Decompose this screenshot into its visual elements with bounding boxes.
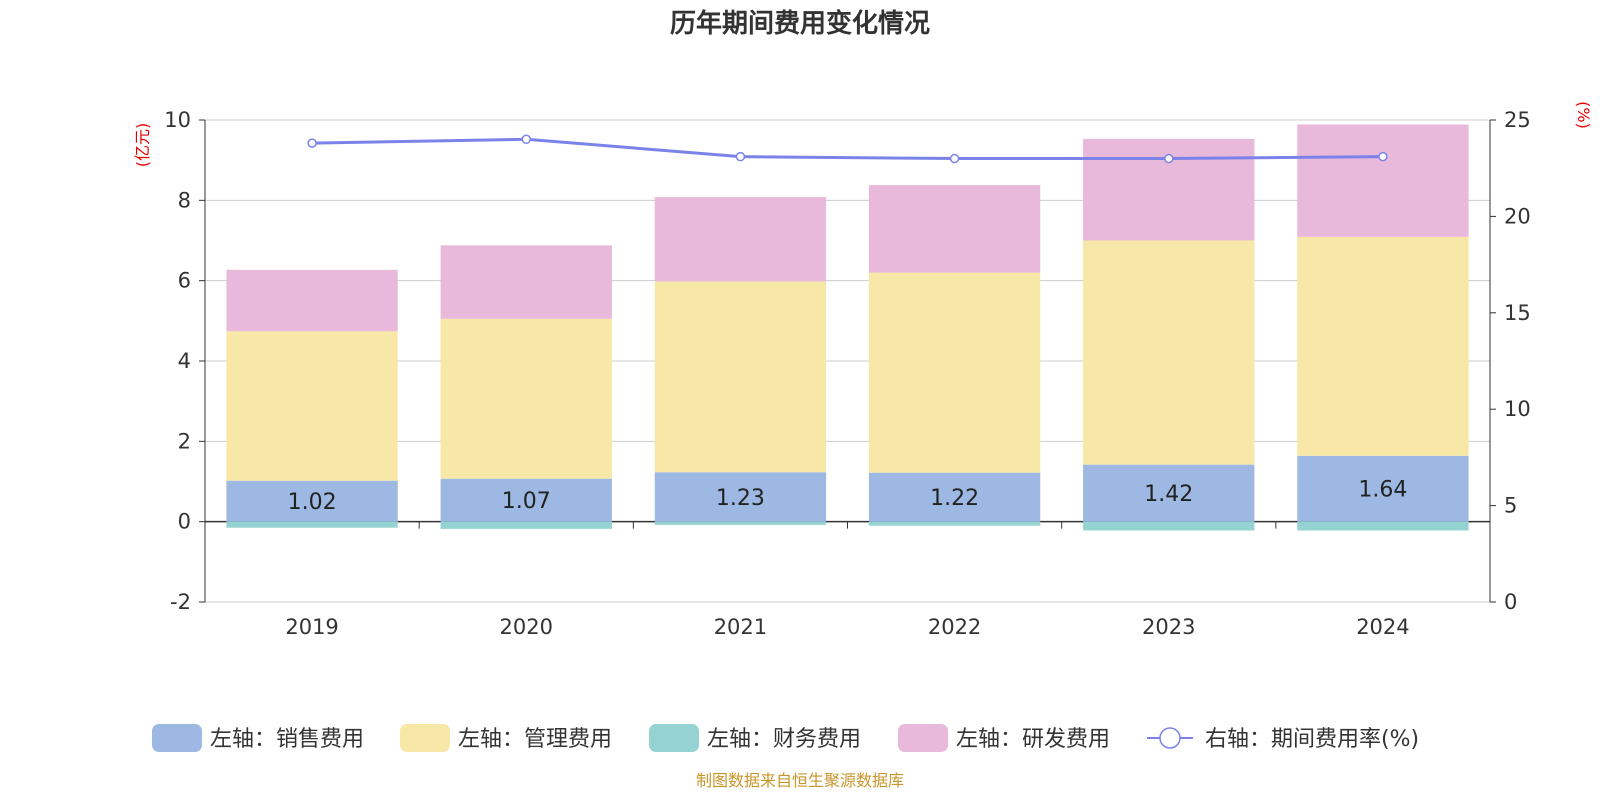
legend-swatch <box>898 724 948 752</box>
left-tick-label: 0 <box>178 510 191 534</box>
bars <box>226 124 1469 531</box>
legend-swatch <box>649 724 699 752</box>
bar-segment <box>226 331 398 481</box>
bar-segment <box>868 185 1041 273</box>
bar-segment <box>868 521 1041 526</box>
data-labels: 1.02 1.07 1.23 1.22 1.42 1.64 <box>288 478 1408 515</box>
legend-label: 左轴：研发费用 <box>956 727 1110 752</box>
rate-line-point <box>307 138 317 148</box>
bar-segment <box>226 480 398 522</box>
bar-segment <box>440 318 612 479</box>
rate-line-point <box>949 153 960 164</box>
left-tick-label: 6 <box>178 269 191 293</box>
bar-segment <box>1297 124 1469 237</box>
bar-segment <box>654 521 827 525</box>
rate-line-path <box>312 137 1383 161</box>
bar-segment <box>1297 521 1469 531</box>
axes: -2 0 2 4 6 8 10 0 5 10 15 20 25 2019 2020 2021 2022 2023 2… <box>164 108 1530 639</box>
legend-swatch <box>152 724 202 752</box>
left-tick-label: 2 <box>178 429 191 453</box>
category-label: 2019 <box>285 615 338 639</box>
bar-segment <box>868 472 1041 522</box>
bar-value-label: 1.02 <box>288 490 337 515</box>
category-label: 2021 <box>714 615 767 639</box>
rate-line-point <box>1378 151 1388 162</box>
right-tick-label: 10 <box>1504 397 1531 421</box>
bar-segment <box>440 245 612 319</box>
rate-line-point <box>521 134 531 145</box>
bar-segment <box>1297 236 1469 456</box>
right-tick-label: 5 <box>1504 494 1517 518</box>
bar-segment <box>654 281 827 473</box>
bar-segment <box>1083 240 1255 465</box>
category-label: 2023 <box>1142 615 1195 639</box>
category-label: 2020 <box>500 615 553 639</box>
bar-value-label: 1.23 <box>716 486 765 511</box>
legend-label: 右轴：期间费用率(%) <box>1205 727 1419 752</box>
legend-label: 左轴：管理费用 <box>458 727 612 752</box>
bar-segment <box>868 272 1041 473</box>
rate-line-point <box>1164 153 1174 164</box>
data-source: 制图数据来自恒生聚源数据库 <box>696 771 904 790</box>
left-axis-unit: (亿元) <box>133 123 152 168</box>
bar-segment <box>226 269 398 332</box>
right-tick-label: 15 <box>1504 301 1531 325</box>
bar-segment <box>1083 464 1255 522</box>
bar-segment <box>440 521 612 529</box>
right-axis-unit: (%) <box>1574 101 1593 129</box>
legend-swatch <box>400 724 450 752</box>
left-tick-label: 10 <box>164 108 191 132</box>
legend: 左轴：销售费用 左轴：管理费用 左轴：财务费用 左轴：研发费用 右轴：期间费用率(%) <box>152 724 1419 752</box>
right-tick-label: 20 <box>1504 204 1531 228</box>
left-tick-label: 8 <box>178 188 191 212</box>
legend-label: 左轴：财务费用 <box>707 727 861 752</box>
bar-segment <box>1083 521 1255 531</box>
bar-segment <box>654 472 827 522</box>
bar-segment <box>1297 455 1469 522</box>
bar-segment <box>654 197 827 282</box>
category-label: 2024 <box>1356 615 1409 639</box>
bar-value-label: 1.22 <box>930 486 979 511</box>
category-label: 2022 <box>928 615 981 639</box>
bar-value-label: 1.64 <box>1358 478 1407 503</box>
rate-line <box>307 134 1388 164</box>
bar-segment <box>440 478 612 522</box>
right-tick-label: 25 <box>1504 108 1531 132</box>
legend-swatch-marker <box>1159 727 1181 749</box>
right-tick-label: 0 <box>1504 590 1517 614</box>
left-tick-label: 4 <box>178 349 191 373</box>
bar-segment <box>226 521 398 528</box>
chart-title: 历年期间费用变化情况 <box>670 8 930 39</box>
bar-value-label: 1.42 <box>1144 482 1193 507</box>
legend-label: 左轴：销售费用 <box>210 727 364 752</box>
left-tick-label: -2 <box>170 590 191 614</box>
bar-value-label: 1.07 <box>502 489 551 514</box>
rate-line-point <box>735 151 746 162</box>
